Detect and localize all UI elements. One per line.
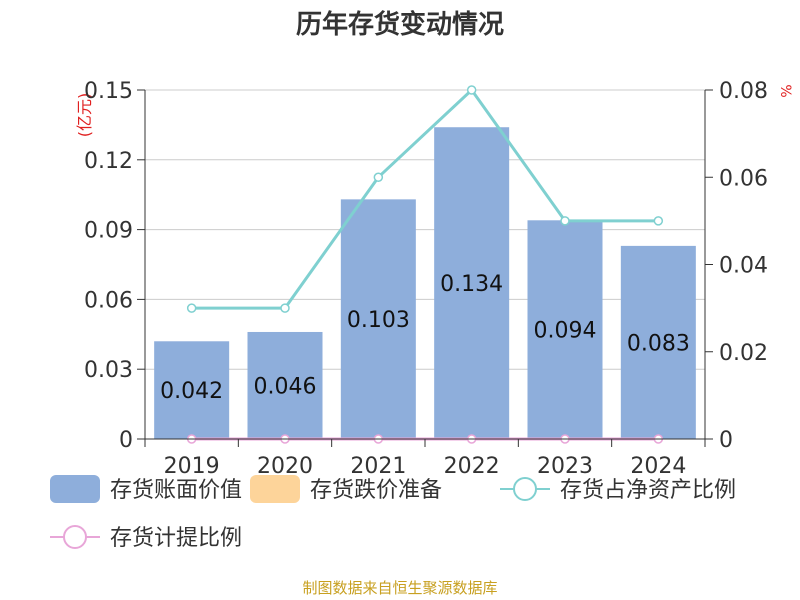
legend-swatch (250, 475, 300, 503)
legend-item: 存货跌价准备 (250, 475, 442, 503)
right-tick-label: 0.08 (719, 79, 768, 104)
left-tick-label: 0.15 (84, 79, 133, 104)
legend-label: 存货计提比例 (110, 526, 242, 551)
right-tick-label: 0.06 (719, 166, 768, 191)
left-axis-unit: (亿元) (75, 93, 94, 138)
x-tick-label: 2021 (350, 454, 406, 479)
bar (620, 245, 696, 439)
bar-value-label: 0.042 (160, 379, 223, 404)
series-line (191, 87, 659, 310)
bar-value-label: 0.094 (534, 319, 597, 344)
bar-value-label: 0.046 (254, 374, 317, 399)
bars: 0.042 0.046 0.103 0.134 0.094 0.083 (154, 127, 696, 439)
line-point (186, 303, 197, 313)
right-tick-label: 0 (719, 428, 733, 453)
right-tick-label: 0.04 (719, 254, 768, 279)
line-point (280, 303, 290, 313)
legend-marker (513, 477, 537, 501)
legend-item: 存货计提比例 (50, 525, 242, 551)
x-tick-label: 2020 (257, 454, 313, 479)
bar-value-label: 0.083 (627, 331, 690, 356)
line-point (653, 216, 664, 226)
right-axis-unit: % (777, 84, 793, 97)
bar (154, 341, 230, 439)
grid (145, 89, 705, 370)
line-point (373, 172, 384, 182)
x-tick-label: 2024 (630, 454, 686, 479)
legend-item: 存货占净资产比例 (500, 477, 736, 503)
left-tick-label: 0.03 (84, 358, 133, 383)
left-tick-label: 0.06 (84, 288, 133, 313)
bar (527, 220, 603, 439)
legend-label: 存货占净资产比例 (560, 478, 736, 503)
chart-title: 历年存货变动情况 (296, 9, 504, 40)
left-tick-label: 0.09 (84, 219, 133, 244)
left-tick-label: 0 (119, 428, 133, 453)
x-tick-label: 2019 (164, 454, 220, 479)
right-tick-label: 0.02 (719, 341, 768, 366)
bar (247, 331, 323, 439)
bar (340, 199, 416, 439)
axes: 0 0.03 0.06 0.09 0.12 0.15 0 0.02 0.04 0.06 0.08 20… (84, 79, 768, 479)
legend-marker (63, 525, 87, 549)
legend-swatch (50, 475, 100, 503)
legend-item: 存货账面价值 (50, 475, 242, 503)
bar-value-label: 0.134 (440, 272, 503, 297)
bar (434, 127, 510, 439)
legend-label: 存货跌价准备 (310, 478, 442, 503)
line-point (466, 85, 477, 95)
left-tick-label: 0.12 (84, 149, 133, 174)
x-tick-label: 2023 (537, 454, 593, 479)
legend-label: 存货账面价值 (110, 478, 242, 503)
line-point (560, 216, 570, 226)
bar-value-label: 0.103 (347, 308, 410, 333)
data-source: 制图数据来自恒生聚源数据库 (302, 579, 497, 597)
x-tick-label: 2022 (444, 454, 500, 479)
